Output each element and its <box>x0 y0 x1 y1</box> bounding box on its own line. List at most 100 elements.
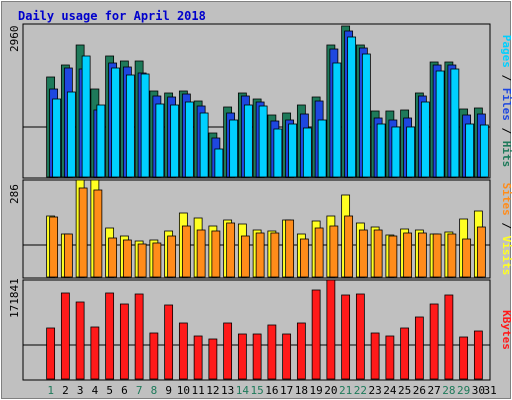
day-label: 12 <box>206 384 219 397</box>
legend-label-part: Pages <box>500 35 512 68</box>
day-sites-bar <box>270 232 280 278</box>
day-label: 24 <box>383 384 397 397</box>
kbytes-panel-bars <box>46 279 483 380</box>
day-kbytes-bar <box>252 333 262 380</box>
day-sites-bar <box>152 242 162 278</box>
day-sites-bar <box>358 229 368 278</box>
day-pages-bar <box>66 91 76 178</box>
day-kbytes-bar <box>237 333 247 380</box>
day-kbytes-bar <box>208 338 218 380</box>
day-sites-bar <box>432 233 442 278</box>
day-pages-bar <box>332 62 342 178</box>
day-pages-bar <box>465 123 475 178</box>
day-label: 18 <box>295 384 308 397</box>
day-pages-bar <box>302 127 312 178</box>
day-label: 14 <box>236 384 250 397</box>
day-pages-bar <box>273 128 283 178</box>
day-sites-bar <box>181 225 191 278</box>
day-pages-bar <box>52 98 62 178</box>
day-kbytes-bar <box>267 324 277 380</box>
day-label: 16 <box>265 384 278 397</box>
day-pages-bar <box>347 36 357 178</box>
day-kbytes-bar <box>164 304 174 380</box>
day-label: 28 <box>442 384 455 397</box>
visits-sites-panel: 286 Sites / Visits <box>8 179 512 279</box>
day-kbytes-bar <box>105 292 115 380</box>
day-sites-bar <box>63 233 73 278</box>
day-label: 20 <box>324 384 337 397</box>
day-pages-bar <box>155 103 165 178</box>
day-label: 19 <box>310 384 323 397</box>
day-kbytes-bar <box>311 289 321 380</box>
day-sites-bar <box>329 225 339 278</box>
legend-label-part: KBytes <box>500 310 512 350</box>
day-kbytes-bar <box>370 332 380 380</box>
day-label: 7 <box>136 384 143 397</box>
day-pages-bar <box>361 53 371 178</box>
day-sites-bar <box>49 216 59 278</box>
day-sites-bar <box>108 237 118 278</box>
day-sites-bar <box>122 239 132 278</box>
visits-panel-bars <box>46 179 486 278</box>
day-kbytes-bar <box>46 327 56 380</box>
day-kbytes-bar <box>75 301 85 380</box>
hits-panel-legend-label: Pages / Files / Hits <box>500 35 512 168</box>
day-sites-bar <box>344 215 354 278</box>
legend-label-part: / <box>500 68 512 88</box>
day-sites-bar <box>285 219 295 278</box>
day-sites-bar <box>314 227 324 278</box>
day-label: 15 <box>251 384 264 397</box>
day-pages-bar <box>184 101 194 178</box>
day-sites-bar <box>462 238 472 278</box>
day-sites-bar <box>388 235 398 278</box>
day-kbytes-bar <box>444 294 454 380</box>
day-pages-bar <box>450 68 460 178</box>
legend-label-part: / <box>500 216 512 236</box>
day-sites-bar <box>137 243 147 278</box>
day-label: 23 <box>369 384 382 397</box>
day-sites-bar <box>373 229 383 278</box>
kbytes-panel: 171841 KBytes <box>8 278 512 381</box>
day-label: 13 <box>221 384 234 397</box>
day-kbytes-bar <box>282 333 292 380</box>
day-sites-bar <box>226 222 236 278</box>
day-kbytes-bar <box>119 303 129 380</box>
day-sites-bar <box>255 232 265 278</box>
day-sites-bar <box>417 232 427 278</box>
day-sites-bar <box>240 235 250 278</box>
day-sites-bar <box>93 189 103 278</box>
day-pages-bar <box>420 101 430 178</box>
day-kbytes-bar <box>355 293 365 380</box>
day-label: 21 <box>339 384 352 397</box>
day-pages-bar <box>214 148 224 178</box>
legend-label-part: Hits <box>500 141 512 168</box>
day-pages-bar <box>243 104 253 178</box>
day-pages-bar <box>317 119 327 178</box>
day-sites-bar <box>196 229 206 278</box>
day-kbytes-bar <box>193 335 203 380</box>
day-label: 27 <box>428 384 441 397</box>
day-kbytes-bar <box>341 294 351 380</box>
day-label: 1 <box>47 384 54 397</box>
day-sites-bar <box>476 226 486 278</box>
day-pages-bar <box>229 119 239 178</box>
day-sites-bar <box>167 235 177 278</box>
day-kbytes-bar <box>414 316 424 380</box>
day-pages-bar <box>391 126 401 178</box>
day-pages-bar <box>376 123 386 178</box>
day-kbytes-bar <box>134 293 144 380</box>
kbytes-panel-scale-label: 171841 <box>8 278 21 318</box>
day-label: 2 <box>62 384 69 397</box>
day-label: 22 <box>354 384 367 397</box>
day-label: 4 <box>92 384 99 397</box>
day-kbytes-bar <box>149 332 159 380</box>
day-label: 8 <box>151 384 158 397</box>
day-label: 6 <box>121 384 128 397</box>
day-sites-bar <box>78 187 88 278</box>
day-label: 5 <box>106 384 113 397</box>
day-pages-bar <box>199 112 209 178</box>
legend-label-part: / <box>500 121 512 141</box>
day-kbytes-bar <box>400 327 410 380</box>
